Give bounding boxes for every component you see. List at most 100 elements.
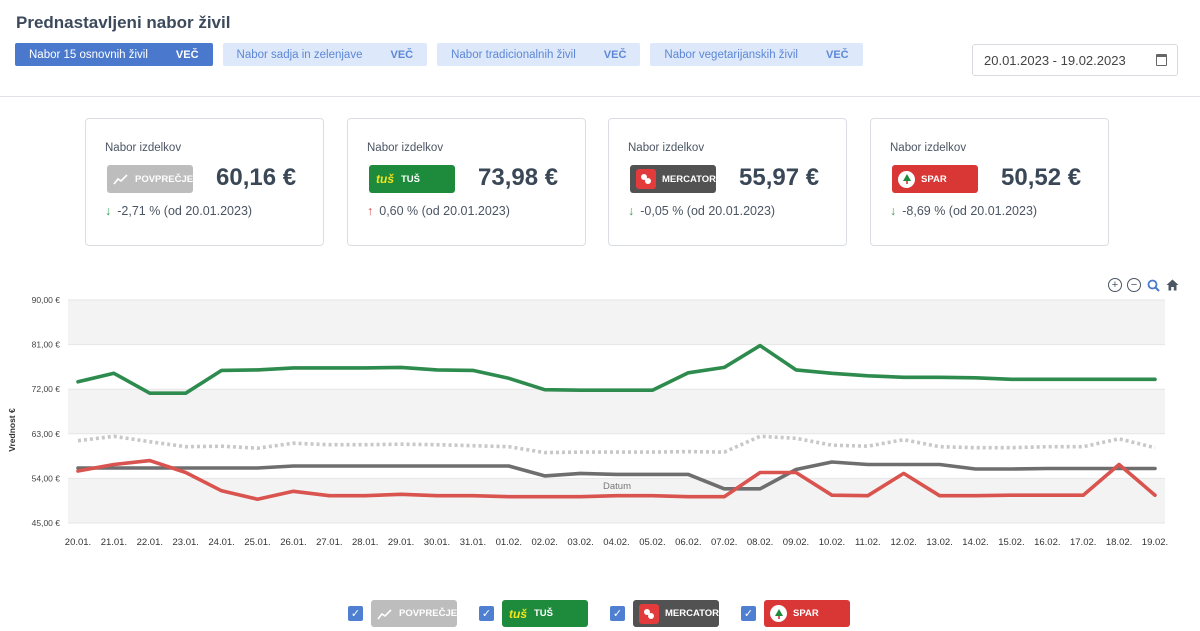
x-tick-label: 24.01. xyxy=(208,537,234,548)
y-tick-label: 63,00 € xyxy=(32,429,61,439)
legend-item-spar[interactable]: ✓ SPAR xyxy=(741,600,850,627)
tab-more-button[interactable]: VEČ xyxy=(390,48,414,61)
price-change: ↓ -2,71 % (od 20.01.2023) xyxy=(105,204,252,218)
basket-price: 50,52 € xyxy=(1001,164,1082,191)
x-tick-label: 17.02. xyxy=(1070,537,1096,548)
x-tick-label: 14.02. xyxy=(962,537,988,548)
price-change: ↓ -8,69 % (od 20.01.2023) xyxy=(890,204,1037,218)
x-tick-label: 09.02. xyxy=(783,537,809,548)
tab-traditional[interactable]: Nabor tradicionalnih živil VEČ xyxy=(437,43,641,66)
x-tick-label: 01.02. xyxy=(496,537,522,548)
y-axis-ticks: 45,00 € 54,00 € 63,00 € 72,00 € 81,00 € 90,00… xyxy=(32,295,61,528)
basket-price: 55,97 € xyxy=(739,164,820,191)
series-line-spar xyxy=(76,458,1157,501)
checkbox-check-icon[interactable]: ✓ xyxy=(479,606,494,621)
brand-name: POVPREČJE xyxy=(135,173,194,185)
plot-band xyxy=(68,344,1165,390)
arrow-down-icon: ↓ xyxy=(890,204,897,218)
chart-toolbar: + − xyxy=(1108,278,1179,292)
x-tick-label: 19.02. xyxy=(1142,537,1168,548)
legend-item-average[interactable]: ✓ POVPREČJE xyxy=(348,600,457,627)
x-tick-label: 25.01. xyxy=(244,537,270,548)
tab-more-button[interactable]: VEČ xyxy=(603,48,627,61)
brand-badge-tus: tuš TUŠ xyxy=(502,600,588,627)
brand-name: SPAR xyxy=(921,173,947,185)
legend-label: MERCATOR xyxy=(664,608,719,619)
price-change-text: -8,69 % (od 20.01.2023) xyxy=(902,204,1038,218)
calendar-icon[interactable] xyxy=(1156,54,1167,66)
x-tick-label: 10.02. xyxy=(819,537,845,548)
checkbox-check-icon[interactable]: ✓ xyxy=(610,606,625,621)
arrow-up-icon: ↑ xyxy=(367,204,374,218)
x-tick-label: 05.02. xyxy=(639,537,665,548)
magnifier-icon[interactable] xyxy=(1146,278,1160,292)
card-label: Nabor izdelkov xyxy=(890,142,967,154)
mercator-logo-icon xyxy=(639,603,659,624)
zoom-out-icon[interactable]: − xyxy=(1127,278,1141,292)
plot-band xyxy=(68,389,1165,434)
x-tick-label: 23.01. xyxy=(172,537,198,548)
y-tick-label: 45,00 € xyxy=(32,518,61,528)
x-tick-label: 08.02. xyxy=(747,537,773,548)
x-tick-label: 21.01. xyxy=(101,537,127,548)
card-label: Nabor izdelkov xyxy=(367,142,444,154)
brand-badge-spar: SPAR xyxy=(764,600,850,627)
arrow-down-icon: ↓ xyxy=(105,204,112,218)
x-tick-label: 30.01. xyxy=(424,537,450,548)
x-tick-label: 12.02. xyxy=(890,537,916,548)
basket-price: 60,16 € xyxy=(216,164,297,191)
x-tick-label: 26.01. xyxy=(280,537,306,548)
x-tick-label: 20.01. xyxy=(65,537,91,548)
arrow-down-icon: ↓ xyxy=(628,204,635,218)
chart-line-icon xyxy=(113,169,129,189)
tus-logo-icon: tuš xyxy=(376,172,394,186)
header: Prednastavljeni nabor živil Nabor 15 osn… xyxy=(0,0,1200,97)
series-line-mercator xyxy=(76,460,1157,491)
checkbox-check-icon[interactable]: ✓ xyxy=(741,606,756,621)
tab-fruit-veg[interactable]: Nabor sadja in zelenjave VEČ xyxy=(222,43,428,66)
y-tick-label: 90,00 € xyxy=(32,295,61,305)
price-line-chart: 45,00 € 54,00 € 63,00 € 72,00 € 81,00 € 90,00… xyxy=(7,295,1168,548)
card-label: Nabor izdelkov xyxy=(628,142,705,154)
mercator-logo-icon xyxy=(636,169,656,189)
y-axis-label: Vrednost € xyxy=(7,408,17,452)
x-tick-label: 28.01. xyxy=(352,537,378,548)
brand-badge-mercator: MERCATOR xyxy=(633,600,719,627)
chart-line-icon xyxy=(377,604,393,624)
brand-badge-average: POVPREČJE xyxy=(107,165,193,193)
brand-badge-mercator: MERCATOR xyxy=(630,165,716,193)
price-change-text: -2,71 % (od 20.01.2023) xyxy=(117,204,253,218)
date-range-input[interactable]: 20.01.2023 - 19.02.2023 xyxy=(972,44,1178,76)
plot-background xyxy=(68,300,1165,523)
legend-item-mercator[interactable]: ✓ MERCATOR xyxy=(610,600,719,627)
summary-card-tus: Nabor izdelkov tuš TUŠ 73,98 € ↑ 0,60 % … xyxy=(347,118,586,246)
x-axis-ticks: 20.01. 21.01. 22.01. 23.01. 24.01. 25.01. 26.0… xyxy=(65,537,1168,548)
x-tick-label: 04.02. xyxy=(603,537,629,548)
series-line-tuš xyxy=(76,343,1157,395)
tab-more-button[interactable]: VEČ xyxy=(175,48,199,61)
page-title: Prednastavljeni nabor živil xyxy=(16,13,231,32)
tab-vegetarian[interactable]: Nabor vegetarijanskih živil VEČ xyxy=(650,43,863,66)
checkbox-check-icon[interactable]: ✓ xyxy=(348,606,363,621)
x-tick-label: 07.02. xyxy=(711,537,737,548)
home-icon[interactable] xyxy=(1165,278,1179,292)
x-tick-label: 02.02. xyxy=(531,537,557,548)
brand-badge-tus: tuš TUŠ xyxy=(369,165,455,193)
tab-label: Nabor sadja in zelenjave xyxy=(236,48,363,61)
plot-band xyxy=(68,433,1165,479)
x-tick-label: 06.02. xyxy=(675,537,701,548)
x-tick-label: 03.02. xyxy=(567,537,593,548)
zoom-in-icon[interactable]: + xyxy=(1108,278,1122,292)
x-tick-label: 11.02. xyxy=(855,537,881,548)
brand-badge-average: POVPREČJE xyxy=(371,600,457,627)
tab-basic-15[interactable]: Nabor 15 osnovnih živil VEČ xyxy=(15,43,213,66)
summary-card-spar: Nabor izdelkov SPAR 50,52 € ↓ -8,69 % (o… xyxy=(870,118,1109,246)
tab-more-button[interactable]: VEČ xyxy=(825,48,849,61)
grid-lines xyxy=(68,299,1165,524)
plot-band xyxy=(68,300,1165,345)
x-tick-label: 15.02. xyxy=(998,537,1024,548)
price-change: ↑ 0,60 % (od 20.01.2023) xyxy=(367,204,510,218)
brand-name: TUŠ xyxy=(401,173,420,185)
brand-badge-spar: SPAR xyxy=(892,165,978,193)
legend-item-tus[interactable]: ✓ tuš TUŠ xyxy=(479,600,588,627)
